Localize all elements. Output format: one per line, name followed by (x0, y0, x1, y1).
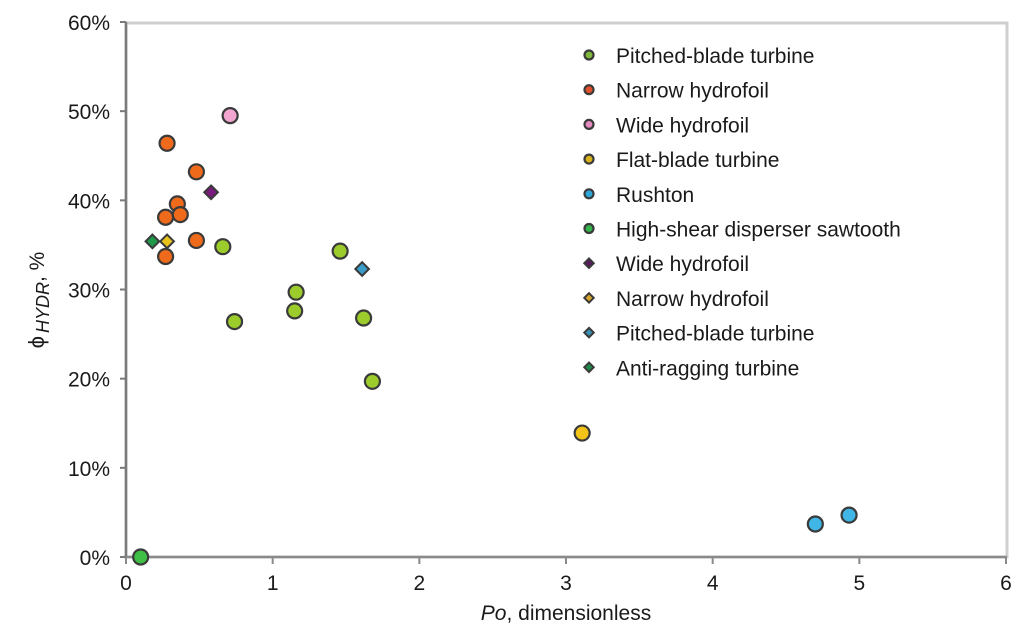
data-point-circle (157, 247, 175, 266)
legend-item: High-shear disperser sawtooth (583, 219, 901, 242)
y-tick-label: 50% (68, 101, 110, 124)
data-point-circle (573, 424, 591, 442)
legend-label: Rushton (616, 184, 694, 207)
legend-label: Narrow hydrofoil (616, 80, 769, 103)
legend-item: Rushton (583, 184, 694, 207)
y-tick-label: 10% (68, 458, 110, 481)
legend-label: Pitched-blade turbine (616, 323, 814, 346)
legend-label: Narrow hydrofoil (616, 288, 769, 311)
legend-item: Pitched-blade turbine (582, 323, 814, 346)
data-point-circle (287, 283, 305, 301)
legend-label: Anti-ragging turbine (616, 357, 799, 380)
x-tick-label: 3 (560, 572, 572, 595)
legend-diamond-icon (582, 291, 596, 305)
legend-diamond-icon (582, 361, 596, 374)
legend-label: Wide hydrofoil (616, 253, 749, 276)
y-axis-title-symbol: ϕ (24, 336, 49, 348)
x-tick-label: 6 (1000, 572, 1012, 595)
y-axis-title: ϕ HYDR, % (24, 252, 53, 349)
y-tick-label: 0% (80, 547, 110, 570)
data-point-diamond (353, 260, 371, 278)
legend-circle-icon (583, 188, 595, 200)
legend-label: Flat-blade turbine (616, 149, 779, 172)
data-point-circle (214, 238, 232, 256)
y-axis-title-subscript: HYDR (33, 282, 53, 333)
legend-item: Narrow hydrofoil (582, 288, 769, 311)
legend-item: Anti-ragging turbine (582, 357, 799, 380)
data-point-circle (225, 313, 244, 331)
x-tick-label: 5 (853, 572, 865, 595)
legend-item: Wide hydrofoil (582, 253, 749, 276)
y-axis-ticks: 0% 10% 20% 30% 40% 50% 60% (68, 12, 126, 570)
data-point-circle (158, 134, 176, 152)
legend-circle-icon (583, 153, 595, 165)
y-tick-label: 40% (68, 190, 110, 213)
data-point-circle (840, 506, 858, 524)
data-point-diamond (202, 184, 220, 201)
x-axis-title: Po, dimensionless (481, 602, 651, 625)
legend-label: Pitched-blade turbine (616, 45, 814, 68)
plot-area-frame (124, 21, 1009, 559)
data-point-circle (286, 302, 304, 320)
x-axis-ticks: 0 1 2 3 4 5 6 (120, 557, 1012, 595)
y-tick-label: 20% (68, 369, 110, 392)
legend-item: Wide hydrofoil (583, 114, 749, 137)
data-point-circle (355, 309, 373, 327)
legend-item: Flat-blade turbine (583, 149, 779, 172)
data-point-circle (132, 548, 150, 566)
x-tick-label: 4 (707, 572, 719, 595)
data-point-circle (363, 372, 381, 390)
data-point-circle (806, 515, 824, 533)
data-point-circle (187, 231, 205, 250)
data-point-circle (171, 206, 189, 224)
y-tick-label: 60% (68, 12, 110, 35)
x-tick-label: 0 (120, 572, 132, 595)
legend-label: Wide hydrofoil (616, 114, 749, 137)
legend: Pitched-blade turbine Narrow hydrofoil Wid… (582, 45, 901, 380)
data-point-diamond (158, 233, 176, 250)
data-point-diamond (144, 233, 161, 250)
legend-circle-icon (583, 84, 595, 96)
data-point-circle (157, 208, 175, 226)
data-point-circle (331, 242, 349, 260)
legend-item: Narrow hydrofoil (583, 80, 769, 103)
legend-circle-icon (583, 49, 595, 61)
legend-circle-icon (583, 222, 595, 235)
legend-diamond-icon (582, 257, 596, 270)
x-tick-label: 2 (413, 572, 425, 595)
x-tick-label: 1 (267, 572, 279, 595)
legend-label: High-shear disperser sawtooth (616, 219, 901, 242)
x-axis-title-italic: Po (481, 602, 507, 625)
legend-circle-icon (583, 118, 595, 131)
data-point-circle (187, 163, 205, 181)
x-axis-title-rest: , dimensionless (506, 602, 651, 625)
y-axis-title-rest: , % (26, 252, 49, 282)
y-tick-label: 30% (68, 280, 110, 303)
legend-diamond-icon (582, 326, 596, 339)
data-points (132, 107, 858, 566)
data-point-circle (221, 107, 239, 125)
legend-item: Pitched-blade turbine (583, 45, 814, 68)
